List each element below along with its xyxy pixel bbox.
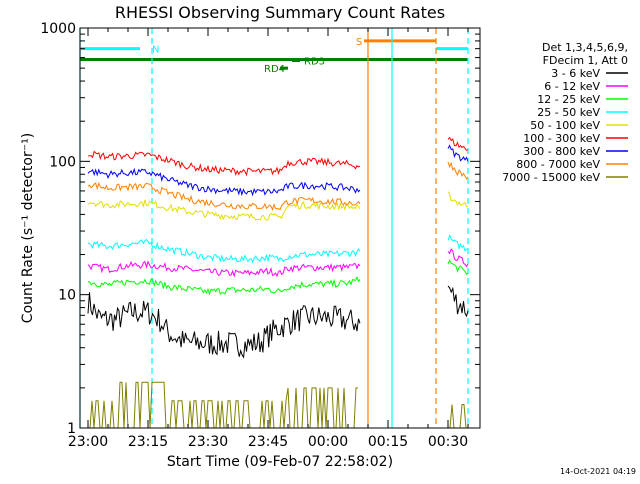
series-line-100-300-kev (87, 150, 361, 177)
legend-label-300-800-kev: 300 - 800 keV (523, 145, 600, 158)
legend-header-line-1: Det 1,3,4,5,6,9, (542, 41, 628, 54)
legend-label-800-7000-kev: 800 - 7000 keV (516, 158, 600, 171)
legend-label-6-12-kev: 6 - 12 keV (544, 80, 600, 93)
series-line-50-100-kev (87, 199, 361, 221)
y-tick-label-10: 10 (58, 288, 76, 304)
series-line-3-6-kev (87, 292, 361, 359)
annotation-label-rd4: RD4 (264, 64, 285, 75)
x-tick-label-23-30: 23:30 (188, 434, 228, 450)
series-line-25-50-kev-part1 (447, 234, 468, 252)
chart-title: RHESSI Observing Summary Count Rates (115, 3, 445, 22)
x-tick-label-23-00: 23:00 (68, 434, 108, 450)
y-tick-label-1: 1 (67, 421, 76, 437)
series-line-50-100-kev-part1 (447, 191, 469, 208)
x-tick-label-23-45: 23:45 (248, 434, 288, 450)
series-line-800-7000-kev (87, 181, 361, 212)
y-tick-label-100: 100 (49, 154, 76, 170)
y-axis-label: Count Rate (s⁻¹ detector⁻¹) (20, 133, 36, 323)
series-line-3-6-kev-part1 (447, 285, 469, 318)
legend-label-3-6-kev: 3 - 6 keV (551, 67, 600, 80)
series-line-100-300-kev-part1 (447, 136, 469, 151)
x-tick-label-00-00: 00:00 (308, 434, 348, 450)
y-tick-label-1000: 1000 (40, 21, 76, 37)
series-layer (87, 136, 469, 429)
legend-label-100-300-kev: 100 - 300 keV (523, 132, 600, 145)
annotation-label-n: N (152, 45, 159, 56)
series-line-800-7000-kev-part1 (447, 161, 469, 180)
series-line-6-12-kev-part1 (447, 248, 469, 268)
series-line-25-50-kev (87, 238, 361, 264)
legend-label-7000-15000-kev: 7000 - 15000 keV (502, 171, 600, 184)
x-tick-label-00-15: 00:15 (368, 434, 408, 450)
series-line-12-25-kev (87, 276, 361, 296)
legend-label-25-50-kev: 25 - 50 keV (537, 106, 600, 119)
series-line-7000-15000-kev-part1 (448, 404, 467, 429)
series-line-300-800-kev-part1 (447, 144, 469, 162)
annotation-layer: N S RD3 RD4 (79, 28, 469, 428)
x-tick-label-00-30: 00:30 (428, 434, 468, 450)
footer-timestamp: 14-Oct-2021 04:19 (560, 467, 636, 476)
legend-label-50-100-kev: 50 - 100 keV (530, 119, 600, 132)
series-line-6-12-kev (87, 260, 361, 278)
axes-layer: 23:00 23:15 23:30 23:45 00:00 00:15 00:30 1 10 10… (40, 21, 481, 450)
series-line-7000-15000-kev (88, 381, 358, 429)
legend-header-line-2: FDecim 1, Att 0 (543, 54, 628, 67)
x-axis-label: Start Time (09-Feb-07 22:58:02) (167, 454, 393, 470)
x-tick-label-23-15: 23:15 (128, 434, 168, 450)
legend-label-12-25-kev: 12 - 25 keV (537, 93, 600, 106)
plot-frame (79, 27, 481, 429)
series-line-300-800-kev (87, 167, 361, 197)
series-line-12-25-kev-part1 (447, 259, 469, 276)
annotation-label-rd3: RD3 (304, 57, 325, 68)
annotation-label-s: S (356, 37, 362, 48)
